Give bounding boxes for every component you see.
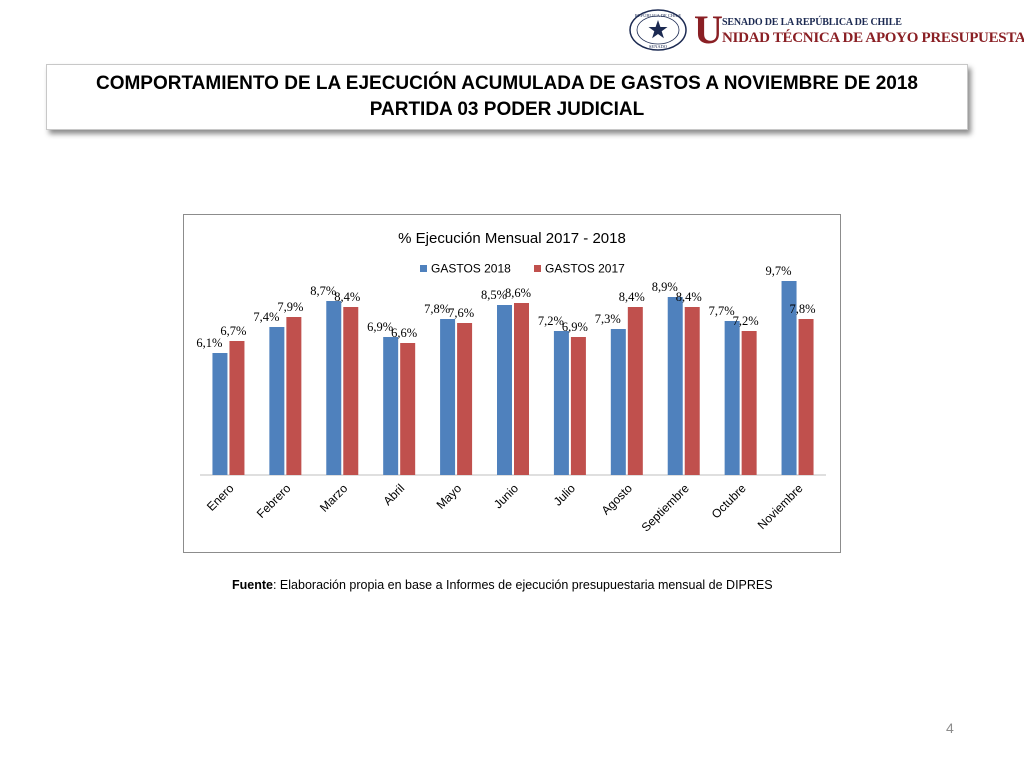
bar-2017-4 [457, 323, 473, 475]
bar-2018-0 [212, 353, 228, 475]
data-label-2018-4: 7,8% [424, 302, 450, 316]
data-label-2017-0: 6,7% [220, 324, 246, 338]
data-label-2017-10: 7,8% [790, 302, 816, 316]
data-label-2018-5: 8,5% [481, 288, 507, 302]
slide-title-line1: COMPORTAMIENTO DE LA EJECUCIÓN ACUMULADA… [95, 73, 918, 94]
data-label-2018-9: 7,7% [709, 304, 735, 318]
data-label-2017-5: 8,6% [505, 286, 531, 300]
legend-label-0: GASTOS 2018 [431, 262, 511, 276]
source-text: : Elaboración propia en base a Informes … [272, 578, 773, 592]
seal-text-bottom: SENADO [649, 44, 668, 49]
category-label-6: Julio [551, 481, 579, 509]
bar-2018-5 [497, 305, 512, 475]
category-label-8: Septiembre [639, 481, 693, 535]
category-label-7: Agosto [599, 481, 636, 518]
data-label-2018-6: 7,2% [538, 314, 564, 328]
bar-2018-1 [269, 327, 285, 475]
data-label-2018-1: 7,4% [253, 310, 279, 324]
bar-2018-9 [724, 321, 740, 475]
data-label-2018-0: 6,1% [196, 336, 222, 350]
logo-initial: U [694, 7, 723, 52]
bar-2018-4 [440, 319, 456, 475]
data-label-2017-8: 8,4% [676, 290, 702, 304]
chart-area: % Ejecución Mensual 2017 - 2018 GASTOS 20… [183, 214, 841, 553]
data-label-2018-8: 8,9% [652, 280, 678, 294]
data-label-2017-6: 6,9% [562, 320, 588, 334]
data-label-2017-1: 7,9% [277, 300, 303, 314]
category-label-10: Noviembre [755, 481, 806, 532]
data-label-2017-9: 7,2% [733, 314, 759, 328]
slide-title-box: COMPORTAMIENTO DE LA EJECUCIÓN ACUMULADA… [46, 64, 968, 130]
data-label-2018-10: 9,7% [766, 264, 792, 278]
category-label-9: Octubre [709, 481, 749, 521]
legend-label-1: GASTOS 2017 [545, 262, 625, 276]
data-label-2018-7: 7,3% [595, 312, 621, 326]
legend-swatch-1 [534, 265, 541, 272]
page-number: 4 [946, 720, 954, 736]
bar-2017-6 [570, 337, 586, 475]
slide-title-line2: PARTIDA 03 PODER JUDICIAL [369, 99, 645, 120]
bar-2018-6 [553, 331, 569, 475]
bar-2017-5 [514, 303, 529, 475]
bar-2018-8 [667, 297, 683, 475]
data-label-2017-2: 8,4% [334, 290, 360, 304]
seal-text-top: REPÚBLICA DE CHILE [635, 13, 682, 18]
source-note: Fuente: Elaboración propia en base a Inf… [232, 578, 773, 592]
category-label-2: Marzo [317, 481, 351, 515]
bar-2017-0 [229, 341, 245, 475]
senate-logo: REPÚBLICA DE CHILE SENADO U SENADO DE LA… [628, 7, 1024, 56]
bar-2017-2 [343, 307, 359, 475]
logo-unit-name: NIDAD TÉCNICA DE APOYO PRESUPUESTARIO [722, 30, 1024, 46]
bar-2018-3 [383, 337, 399, 475]
data-label-2018-3: 6,9% [367, 320, 393, 334]
bar-2017-3 [400, 343, 416, 475]
data-label-2018-2: 8,7% [310, 284, 336, 298]
bar-2017-1 [286, 317, 302, 475]
data-label-2017-7: 8,4% [619, 290, 645, 304]
bar-2018-2 [326, 301, 342, 475]
data-label-2017-4: 7,6% [448, 306, 474, 320]
bar-2017-10 [798, 319, 814, 475]
category-label-0: Enero [204, 481, 237, 514]
category-label-4: Mayo [434, 481, 465, 512]
legend-swatch-0 [420, 265, 427, 272]
bar-2018-10 [781, 281, 797, 475]
category-label-3: Abril [380, 481, 407, 508]
bar-2017-9 [741, 331, 757, 475]
source-label: Fuente [232, 578, 273, 592]
category-label-5: Junio [491, 481, 521, 511]
bar-2018-7 [610, 329, 626, 475]
data-label-2017-3: 6,6% [391, 326, 417, 340]
senate-seal-icon: REPÚBLICA DE CHILE SENADO [629, 9, 687, 51]
bar-2017-7 [627, 307, 643, 475]
chart-title: % Ejecución Mensual 2017 - 2018 [398, 230, 626, 247]
logo-senate-name: SENADO DE LA REPÚBLICA DE CHILE [722, 17, 902, 28]
category-label-1: Febrero [254, 481, 294, 521]
bar-chart: % Ejecución Mensual 2017 - 2018 GASTOS 20… [196, 230, 826, 535]
bar-2017-8 [684, 307, 700, 475]
